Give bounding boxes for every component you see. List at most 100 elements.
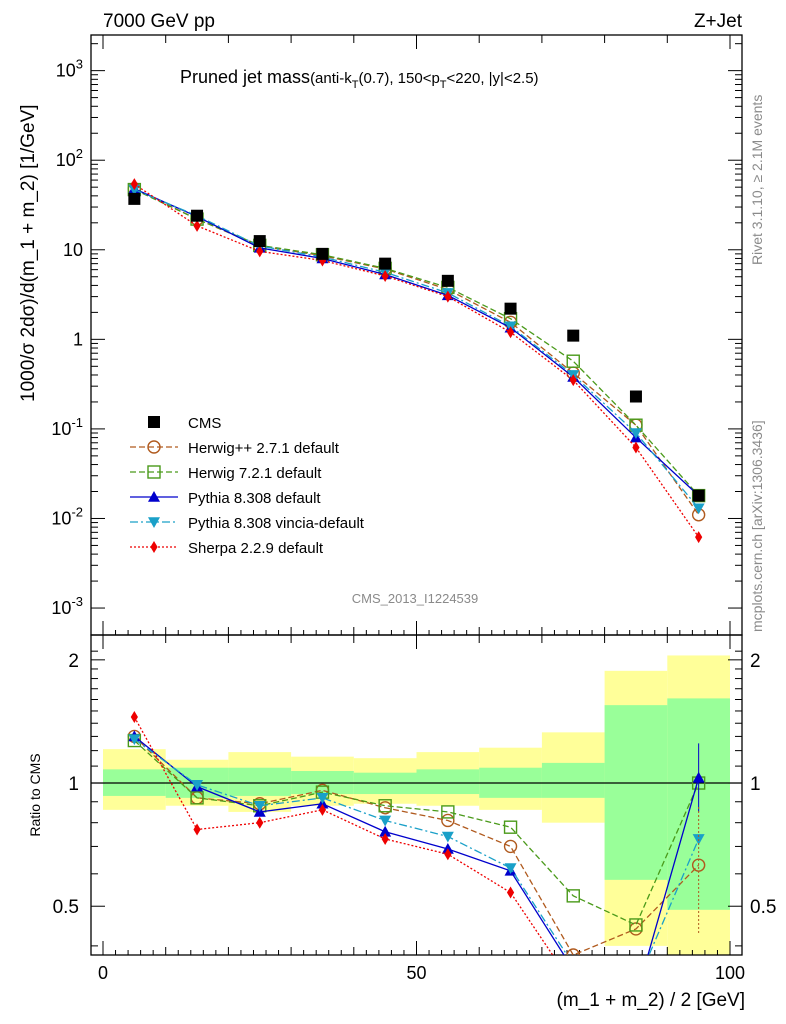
ratio-point-sherpa bbox=[193, 823, 201, 836]
ratio-point-sherpa bbox=[256, 816, 264, 829]
legend-marker-vincia bbox=[148, 517, 160, 528]
y-tick-label-top: 103 bbox=[56, 57, 83, 81]
ratio-point-sherpa bbox=[130, 710, 138, 723]
point-sherpa bbox=[256, 245, 264, 258]
ratio-point-herwigpp bbox=[566, 948, 580, 955]
main-plot-series bbox=[127, 178, 706, 544]
ratio-point-sherpa bbox=[632, 1010, 639, 1022]
ratio-tick-label-left: 2 bbox=[68, 651, 79, 672]
legend-item-cms: CMS bbox=[148, 415, 221, 432]
cms-data-point bbox=[316, 247, 329, 260]
legend-item-herwigpp: Herwig++ 2.7.1 default bbox=[130, 440, 340, 457]
y-tick-label-top: 10-2 bbox=[51, 504, 83, 528]
point-sherpa bbox=[193, 219, 201, 232]
ratio-point-vincia bbox=[441, 831, 454, 843]
ratio-point-pythia bbox=[379, 825, 392, 837]
legend-item-herwig7: Herwig 7.2.1 default bbox=[130, 465, 322, 482]
analysis-tag: CMS_2013_I1224539 bbox=[352, 591, 479, 606]
series-line-vincia bbox=[134, 188, 700, 509]
ratio-line-herwig7 bbox=[133, 740, 700, 926]
cms-data-point bbox=[379, 257, 392, 270]
ratio-point-vincia bbox=[567, 960, 579, 971]
ratio-tick-label-left: 0.5 bbox=[53, 897, 79, 918]
plot-title-sub: (anti-k bbox=[310, 70, 352, 87]
ratio-point-pythia bbox=[567, 964, 579, 975]
band-inner-7 bbox=[541, 762, 605, 798]
plot-title: Pruned jet mass(anti-kT(0.7), 150<pT<220… bbox=[180, 67, 539, 91]
plot-title-main: Pruned jet mass bbox=[180, 67, 310, 87]
ratio-point-sherpa bbox=[695, 969, 702, 981]
ratio-point-herwig7 bbox=[503, 820, 518, 834]
point-sherpa bbox=[444, 290, 452, 303]
ratio-point-herwig7 bbox=[190, 791, 204, 805]
ratio-point-herwig7 bbox=[378, 799, 392, 813]
ratio-point-sherpa bbox=[381, 832, 389, 845]
point-sherpa bbox=[506, 326, 515, 339]
legend-label-herwig7: Herwig 7.2.1 default bbox=[188, 465, 322, 482]
mcplots-label: mcplots.cern.ch [arXiv:1306.3436] bbox=[749, 420, 765, 632]
rivet-label: Rivet 3.1.10, ≥ 2.1M events bbox=[749, 95, 765, 265]
point-sherpa bbox=[130, 178, 138, 191]
ratio-point-vincia bbox=[379, 815, 392, 827]
band-inner-2 bbox=[228, 767, 292, 796]
legend-marker-herwig7 bbox=[147, 465, 161, 479]
ratio-point-herwig7 bbox=[566, 889, 580, 903]
ratio-tick-label-right: 2 bbox=[750, 651, 761, 672]
legend-marker-cms bbox=[148, 416, 160, 428]
ratio-line-herwigpp bbox=[133, 735, 700, 955]
cms-data-point bbox=[692, 489, 705, 502]
ratio-point-vincia bbox=[253, 800, 266, 812]
legend-label-vincia: Pythia 8.308 vincia-default bbox=[188, 515, 365, 532]
y-tick-label-top: 10-1 bbox=[51, 415, 83, 439]
ratio-line-pythia bbox=[133, 735, 700, 955]
series-line-pythia bbox=[134, 188, 700, 497]
y-tick-label-top: 102 bbox=[56, 146, 83, 170]
cms-data-point bbox=[253, 235, 266, 248]
uncertainty-bands bbox=[103, 655, 730, 955]
point-vincia bbox=[692, 503, 705, 515]
ratio-line-sherpa bbox=[133, 716, 554, 955]
ratio-point-herwigpp bbox=[503, 839, 518, 854]
ratio-tick-label-left: 1 bbox=[68, 774, 79, 795]
legend-marker-herwigpp bbox=[147, 440, 161, 454]
ratio-plot-series bbox=[127, 710, 706, 1022]
axis-ticks: 0 50 100 10-3 10-2 10-1 1 10 102 103 0.5 0.5 1 1 2 2 bbox=[51, 35, 776, 983]
series-line-sherpa bbox=[133, 183, 700, 538]
ratio-point-vincia bbox=[504, 863, 517, 874]
x-tick-label: 50 bbox=[406, 963, 426, 983]
header-left: 7000 GeV pp bbox=[103, 11, 215, 32]
legend-marker-sherpa bbox=[150, 541, 158, 553]
point-sherpa bbox=[381, 269, 389, 282]
data-series bbox=[127, 178, 706, 1022]
point-sherpa bbox=[569, 374, 577, 387]
ratio-point-sherpa bbox=[318, 803, 327, 816]
ratio-point-vincia bbox=[316, 793, 329, 804]
ratio-point-herwig7 bbox=[441, 805, 455, 819]
cms-data-point bbox=[128, 192, 141, 205]
legend-label-pythia: Pythia 8.308 default bbox=[188, 490, 321, 507]
legend-marker-pythia bbox=[148, 491, 160, 502]
ratio-tick-label-right: 1 bbox=[750, 774, 761, 795]
ratio-tick-label-right: 0.5 bbox=[750, 897, 776, 918]
y-tick-label-top: 10 bbox=[63, 240, 83, 260]
legend-item-vincia: Pythia 8.308 vincia-default bbox=[130, 515, 365, 532]
ratio-point-herwigpp bbox=[441, 813, 455, 828]
legend: CMS Herwig++ 2.7.1 default Herwig 7.2.1 de… bbox=[130, 415, 365, 557]
cms-data-point bbox=[191, 209, 204, 222]
y-axis-label-ratio: Ratio to CMS bbox=[27, 753, 43, 836]
legend-item-sherpa: Sherpa 2.2.9 default bbox=[130, 540, 324, 557]
band-inner-5 bbox=[416, 769, 480, 795]
legend-label-cms: CMS bbox=[188, 415, 221, 432]
point-sherpa bbox=[632, 441, 640, 454]
ratio-point-herwig7 bbox=[629, 918, 643, 932]
legend-item-pythia: Pythia 8.308 default bbox=[130, 490, 321, 507]
cms-data-point bbox=[629, 390, 642, 403]
x-tick-label: 100 bbox=[715, 963, 745, 983]
x-axis-label: (m_1 + m_2) / 2 [GeV] bbox=[557, 990, 746, 1011]
ratio-line-vincia bbox=[133, 738, 700, 955]
ratio-point-vincia bbox=[191, 780, 204, 791]
point-herwig7 bbox=[566, 354, 580, 368]
ratio-point-sherpa bbox=[506, 886, 515, 899]
point-vincia bbox=[629, 428, 642, 440]
